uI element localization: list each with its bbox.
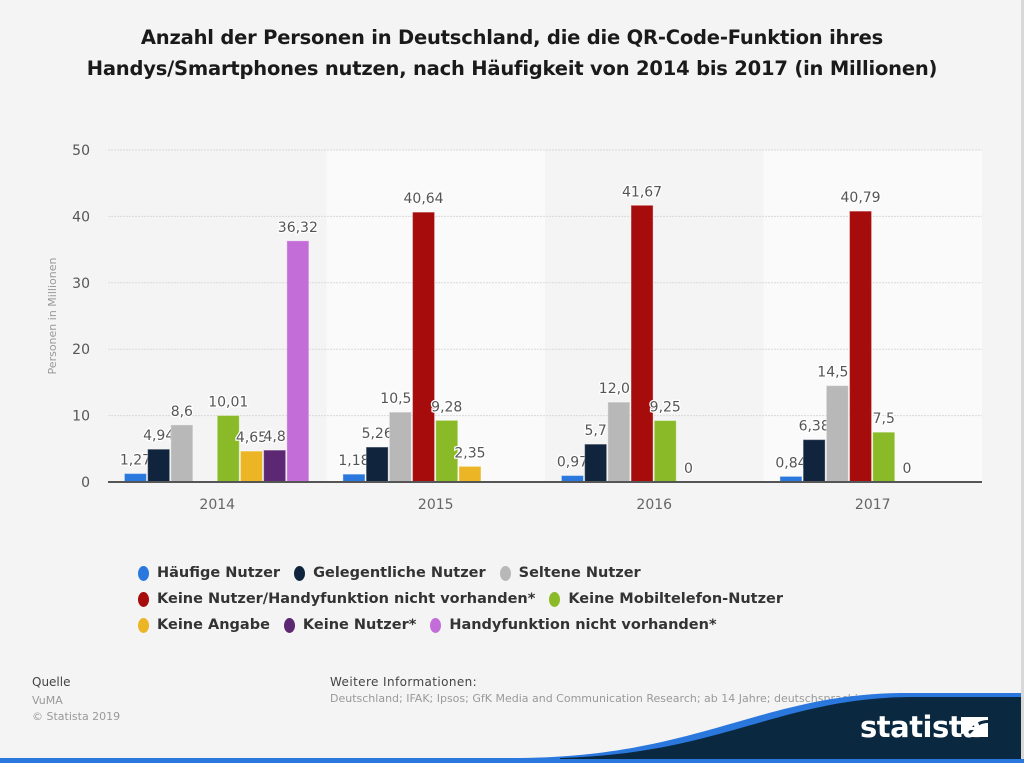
data-label: 1,18 (338, 453, 369, 469)
legend-item[interactable]: Häufige Nutzer (138, 565, 280, 581)
data-label: 0 (902, 461, 911, 477)
x-tick-label: 2015 (418, 497, 454, 513)
chart-legend: Häufige Nutzer Gelegentliche Nutzer Selten… (138, 560, 938, 638)
footer-navy-wave (560, 697, 1021, 763)
data-label: 4,65 (236, 430, 267, 446)
bar (458, 465, 482, 483)
legend-label: Keine Mobiltelefon-Nutzer (568, 591, 784, 607)
x-tick-label: 2016 (636, 497, 672, 513)
data-label: 12,03 (599, 381, 639, 397)
data-label: 41,67 (622, 184, 662, 200)
legend-row: Keine Angabe Keine Nutzer* Handyfunktion n… (138, 612, 938, 638)
y-tick-label: 30 (72, 276, 90, 292)
data-label: 0,97 (557, 455, 588, 471)
legend-label: Häufige Nutzer (157, 565, 281, 581)
legend-label: Handyfunktion nicht vorhanden* (449, 617, 717, 633)
data-label: 4,94 (143, 428, 174, 444)
data-label: 10,52 (380, 391, 420, 407)
data-label: 0,84 (775, 455, 806, 471)
legend-item[interactable]: Handyfunktion nicht vorhanden* (430, 617, 717, 633)
legend-label: Keine Nutzer/Handyfunktion nicht vorhand… (157, 591, 536, 607)
source-heading: Quelle (32, 675, 71, 689)
legend-item[interactable]: Keine Nutzer/Handyfunktion nicht vorhand… (138, 591, 535, 607)
bar (825, 385, 849, 483)
statista-logo-icon (961, 717, 988, 737)
category-band (763, 150, 982, 482)
data-label: 2,35 (454, 445, 485, 461)
data-label: 8,6 (171, 404, 193, 420)
data-label: 36,32 (278, 220, 318, 236)
data-label: 5,26 (362, 426, 393, 442)
data-label: 4,8 (264, 429, 286, 445)
legend-row: Keine Nutzer/Handyfunktion nicht vorhand… (138, 586, 938, 612)
bar (286, 240, 310, 483)
legend-item[interactable]: Gelegentliche Nutzer (294, 565, 486, 581)
y-axis-label: Personen in Millionen (46, 258, 59, 375)
bar (802, 439, 826, 483)
bar (388, 411, 412, 483)
legend-row: Häufige Nutzer Gelegentliche Nutzer Selten… (138, 560, 938, 586)
data-label: 0 (684, 461, 693, 477)
legend-label: Keine Nutzer* (302, 617, 417, 633)
bar-chart: 0 10 20 30 40 50 Personen in Millionen 1,27 4,94… (46, 143, 982, 513)
legend-swatch-icon (138, 565, 149, 581)
data-label: 10,01 (208, 395, 248, 411)
legend-swatch-icon (138, 617, 149, 633)
bar (607, 401, 631, 483)
bar (630, 204, 654, 483)
legend-label: Gelegentliche Nutzer (313, 565, 486, 581)
statista-logo[interactable]: statista (860, 710, 982, 744)
legend-swatch-icon (499, 565, 511, 581)
data-label: 5,7 (585, 423, 607, 439)
bar (239, 450, 263, 483)
bar (147, 448, 171, 483)
legend-item[interactable]: Keine Angabe (138, 617, 270, 633)
legend-item[interactable]: Seltene Nutzer (499, 565, 641, 581)
data-label: 40,64 (404, 191, 444, 207)
legend-swatch-icon (549, 591, 561, 607)
bar (170, 424, 194, 483)
legend-item[interactable]: Keine Nutzer* (283, 617, 417, 633)
bar (653, 420, 677, 483)
chart-title: Anzahl der Personen in Deutschland, die … (86, 26, 938, 80)
legend-swatch-icon (283, 617, 295, 633)
bar (412, 211, 436, 483)
data-label: 9,28 (431, 399, 462, 415)
bar (342, 473, 366, 483)
bar (584, 443, 608, 483)
info-text[interactable]: Deutschland; IFAK; Ipsos; GfK Media and … (330, 692, 890, 705)
legend-item[interactable]: Keine Mobiltelefon-Nutzer (549, 591, 783, 607)
y-tick-label: 10 (72, 409, 90, 425)
y-tick-label: 40 (72, 209, 90, 225)
y-tick-label: 20 (72, 342, 90, 358)
x-tick-label: 2017 (855, 497, 891, 513)
data-label: 40,79 (841, 190, 881, 206)
legend-swatch-icon (430, 617, 442, 633)
legend-label: Keine Angabe (157, 617, 270, 633)
statista-footer-banner (0, 693, 1024, 763)
y-tick-label: 50 (72, 143, 90, 159)
legend-swatch-icon (138, 591, 149, 607)
bar (123, 473, 147, 483)
bar (872, 431, 896, 483)
copyright: © Statista 2019 (32, 710, 121, 723)
bar (263, 449, 287, 483)
source-values: VuMA © Statista 2019 (32, 693, 120, 725)
bar (849, 210, 873, 483)
footer-bottom-line (0, 759, 1024, 763)
legend-swatch-icon (294, 565, 306, 581)
bar (216, 415, 240, 483)
page-border (1021, 0, 1024, 763)
data-label: 14,51 (817, 365, 857, 381)
data-label: 7,5 (873, 411, 895, 427)
info-heading: Weitere Informationen: (330, 675, 478, 689)
bar (365, 446, 389, 483)
source-name: VuMA (32, 694, 63, 707)
data-label: 6,38 (799, 419, 830, 435)
data-label: 1,27 (120, 453, 151, 469)
data-label: 9,25 (650, 400, 681, 416)
y-tick-label: 0 (81, 475, 90, 491)
legend-label: Seltene Nutzer (518, 565, 641, 581)
x-tick-label: 2014 (199, 497, 235, 513)
